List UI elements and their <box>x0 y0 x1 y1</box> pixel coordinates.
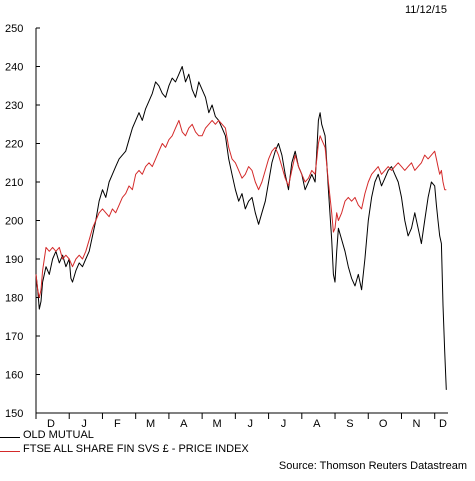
series-line-1 <box>35 119 447 298</box>
x-tick-label-1: J <box>81 418 87 430</box>
x-tick-label-0: D <box>47 418 55 430</box>
y-tick-label-190: 190 <box>5 254 23 266</box>
x-tick-label-2: F <box>114 418 121 430</box>
y-tick-label-160: 160 <box>5 370 23 382</box>
source-note: Source: Thomson Reuters Datastream <box>278 460 467 472</box>
x-tick-label-9: S <box>346 418 353 430</box>
legend-swatch-ftse <box>0 451 20 452</box>
series-line-0 <box>35 66 447 390</box>
legend-swatch-old-mutual <box>0 437 20 438</box>
x-tick-label-6: J <box>248 418 254 430</box>
y-tick-label-180: 180 <box>5 293 23 305</box>
y-tick-label-150: 150 <box>5 408 23 420</box>
x-tick-label-10: O <box>379 418 388 430</box>
y-tick-label-200: 200 <box>5 216 23 228</box>
legend-label-ftse: FTSE ALL SHARE FIN SVS £ - PRICE INDEX <box>23 443 249 455</box>
x-tick-label-12: D <box>439 418 447 430</box>
y-tick-label-210: 210 <box>5 177 23 189</box>
y-tick-label-250: 250 <box>5 23 23 35</box>
x-tick-label-4: A <box>180 418 188 430</box>
x-tick-label-5: M <box>212 418 221 430</box>
date-label: 11/12/15 <box>404 4 447 16</box>
legend-label-old-mutual: OLD MUTUAL <box>23 429 94 441</box>
y-tick-label-240: 240 <box>5 62 23 74</box>
x-tick-label-11: N <box>412 418 420 430</box>
x-tick-label-8: A <box>313 418 321 430</box>
x-tick-label-7: J <box>281 418 287 430</box>
y-tick-label-220: 220 <box>5 139 23 151</box>
y-tick-label-230: 230 <box>5 100 23 112</box>
y-tick-label-170: 170 <box>5 331 23 343</box>
x-tick-label-3: M <box>146 418 155 430</box>
